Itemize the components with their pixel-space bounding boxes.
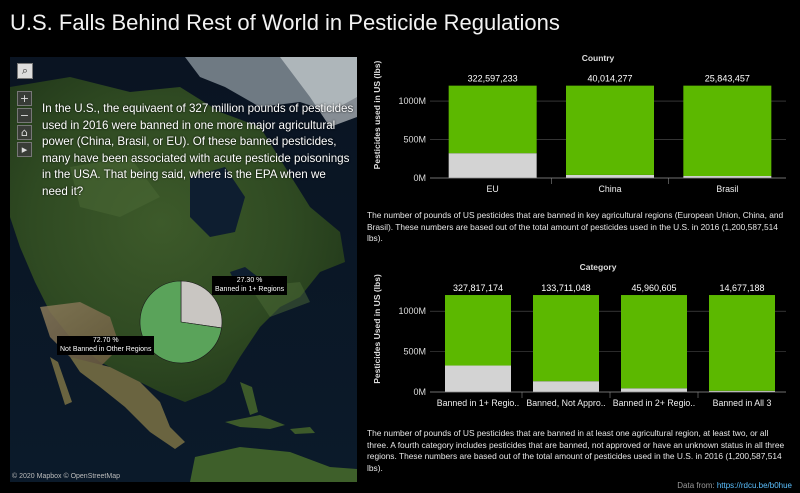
data-source: Data from: https://rdcu.be/b0hue [677, 481, 792, 490]
bar-banned-segment[interactable] [709, 390, 775, 392]
bar-banned-segment[interactable] [445, 365, 511, 392]
map-toolbar: ⌕ + − ⌂ ▸ [17, 63, 33, 157]
category-chart-plot: 0M 500M 1000M 327,817,174 Banned in 1+ Regio… [398, 283, 786, 408]
category-label: Banned in All 3 [713, 398, 772, 408]
y-tick-label: 500M [403, 347, 426, 357]
pie-label-not-banned-text: Not Banned in Other Regions [60, 345, 152, 353]
bar-remaining-segment[interactable] [683, 85, 772, 177]
category-chart: Category Pesticides Used in US (lbs) 0M 5… [362, 259, 794, 414]
zoom-out-button[interactable]: − [17, 108, 32, 123]
bar-banned-segment[interactable] [566, 174, 654, 178]
y-tick-label: 1000M [398, 306, 426, 316]
category-label: Brasil [716, 184, 738, 194]
bar-banned-segment[interactable] [621, 388, 687, 392]
category-label: Banned in 2+ Regio.. [613, 398, 695, 408]
country-chart-caption: The number of pounds of US pesticides th… [367, 210, 784, 244]
pie-slice-banned[interactable] [180, 280, 223, 329]
bar-value-label: 40,014,277 [587, 74, 632, 84]
bar-value-label: 133,711,048 [541, 283, 590, 293]
bar-banned-segment[interactable] [533, 381, 599, 392]
bar-banned-segment[interactable] [683, 176, 772, 178]
home-icon[interactable]: ⌂ [17, 125, 32, 140]
pie-label-not-banned-percent: 72.70 % [92, 337, 119, 344]
bar-value-label: 322,597,233 [468, 74, 518, 84]
category-label: Banned, Not Appro.. [526, 398, 605, 408]
category-label: China [599, 184, 622, 194]
map-expand-arrow-icon[interactable]: ▸ [17, 142, 32, 157]
category-label: EU [487, 184, 499, 194]
country-chart-title: Country [581, 53, 615, 63]
zoom-in-button[interactable]: + [17, 91, 32, 106]
bar-remaining-segment[interactable] [709, 295, 775, 391]
country-chart-plot: 0M 500M 1000M 322,597,233 EU 40,014,277 China 2… [398, 74, 786, 194]
bar-remaining-segment[interactable] [533, 295, 599, 382]
data-source-prefix: Data from: [677, 481, 715, 490]
map-annotation-text: In the U.S., the equivaent of 327 millio… [42, 102, 354, 198]
map-copyright: © 2020 Mapbox © OpenStreetMap [12, 473, 120, 480]
pie-label-not-banned: 72.70 % Not Banned in Other Regions [57, 336, 155, 355]
category-chart-caption: The number of pounds of US pesticides th… [367, 428, 785, 473]
pie-label-banned: 27.30 % Banned in 1+ Regions [212, 276, 288, 295]
data-source-link[interactable]: https://rdcu.be/b0hue [716, 481, 792, 490]
dashboard-title: U.S. Falls Behind Rest of World in Pesti… [10, 10, 560, 35]
bar-value-label: 25,843,457 [705, 74, 750, 84]
y-tick-label: 0M [413, 387, 426, 397]
bar-banned-segment[interactable] [448, 153, 537, 178]
bar-value-label: 45,960,605 [631, 283, 676, 293]
pie-label-banned-text: Banned in 1+ Regions [215, 285, 285, 293]
bar-remaining-segment[interactable] [445, 295, 511, 366]
y-tick-label: 1000M [398, 96, 426, 106]
bar-remaining-segment[interactable] [448, 85, 537, 154]
map-panel[interactable]: ⌕ + − ⌂ ▸ In the U.S., the equivaent of … [10, 57, 357, 482]
pie-label-banned-percent: 27.30 % [236, 277, 263, 284]
country-chart: Country Pesticides used in US (lbs) 0M 50… [362, 50, 794, 200]
satellite-map [10, 57, 357, 482]
bar-value-label: 14,677,188 [719, 283, 764, 293]
map-search-icon[interactable]: ⌕ [17, 63, 33, 79]
bar-remaining-segment[interactable] [621, 295, 687, 389]
bar-remaining-segment[interactable] [566, 85, 654, 175]
y-tick-label: 0M [413, 173, 426, 183]
bar-value-label: 327,817,174 [453, 283, 503, 293]
y-tick-label: 500M [403, 135, 426, 145]
category-label: Banned in 1+ Regio.. [437, 398, 519, 408]
category-chart-title: Category [579, 262, 617, 272]
